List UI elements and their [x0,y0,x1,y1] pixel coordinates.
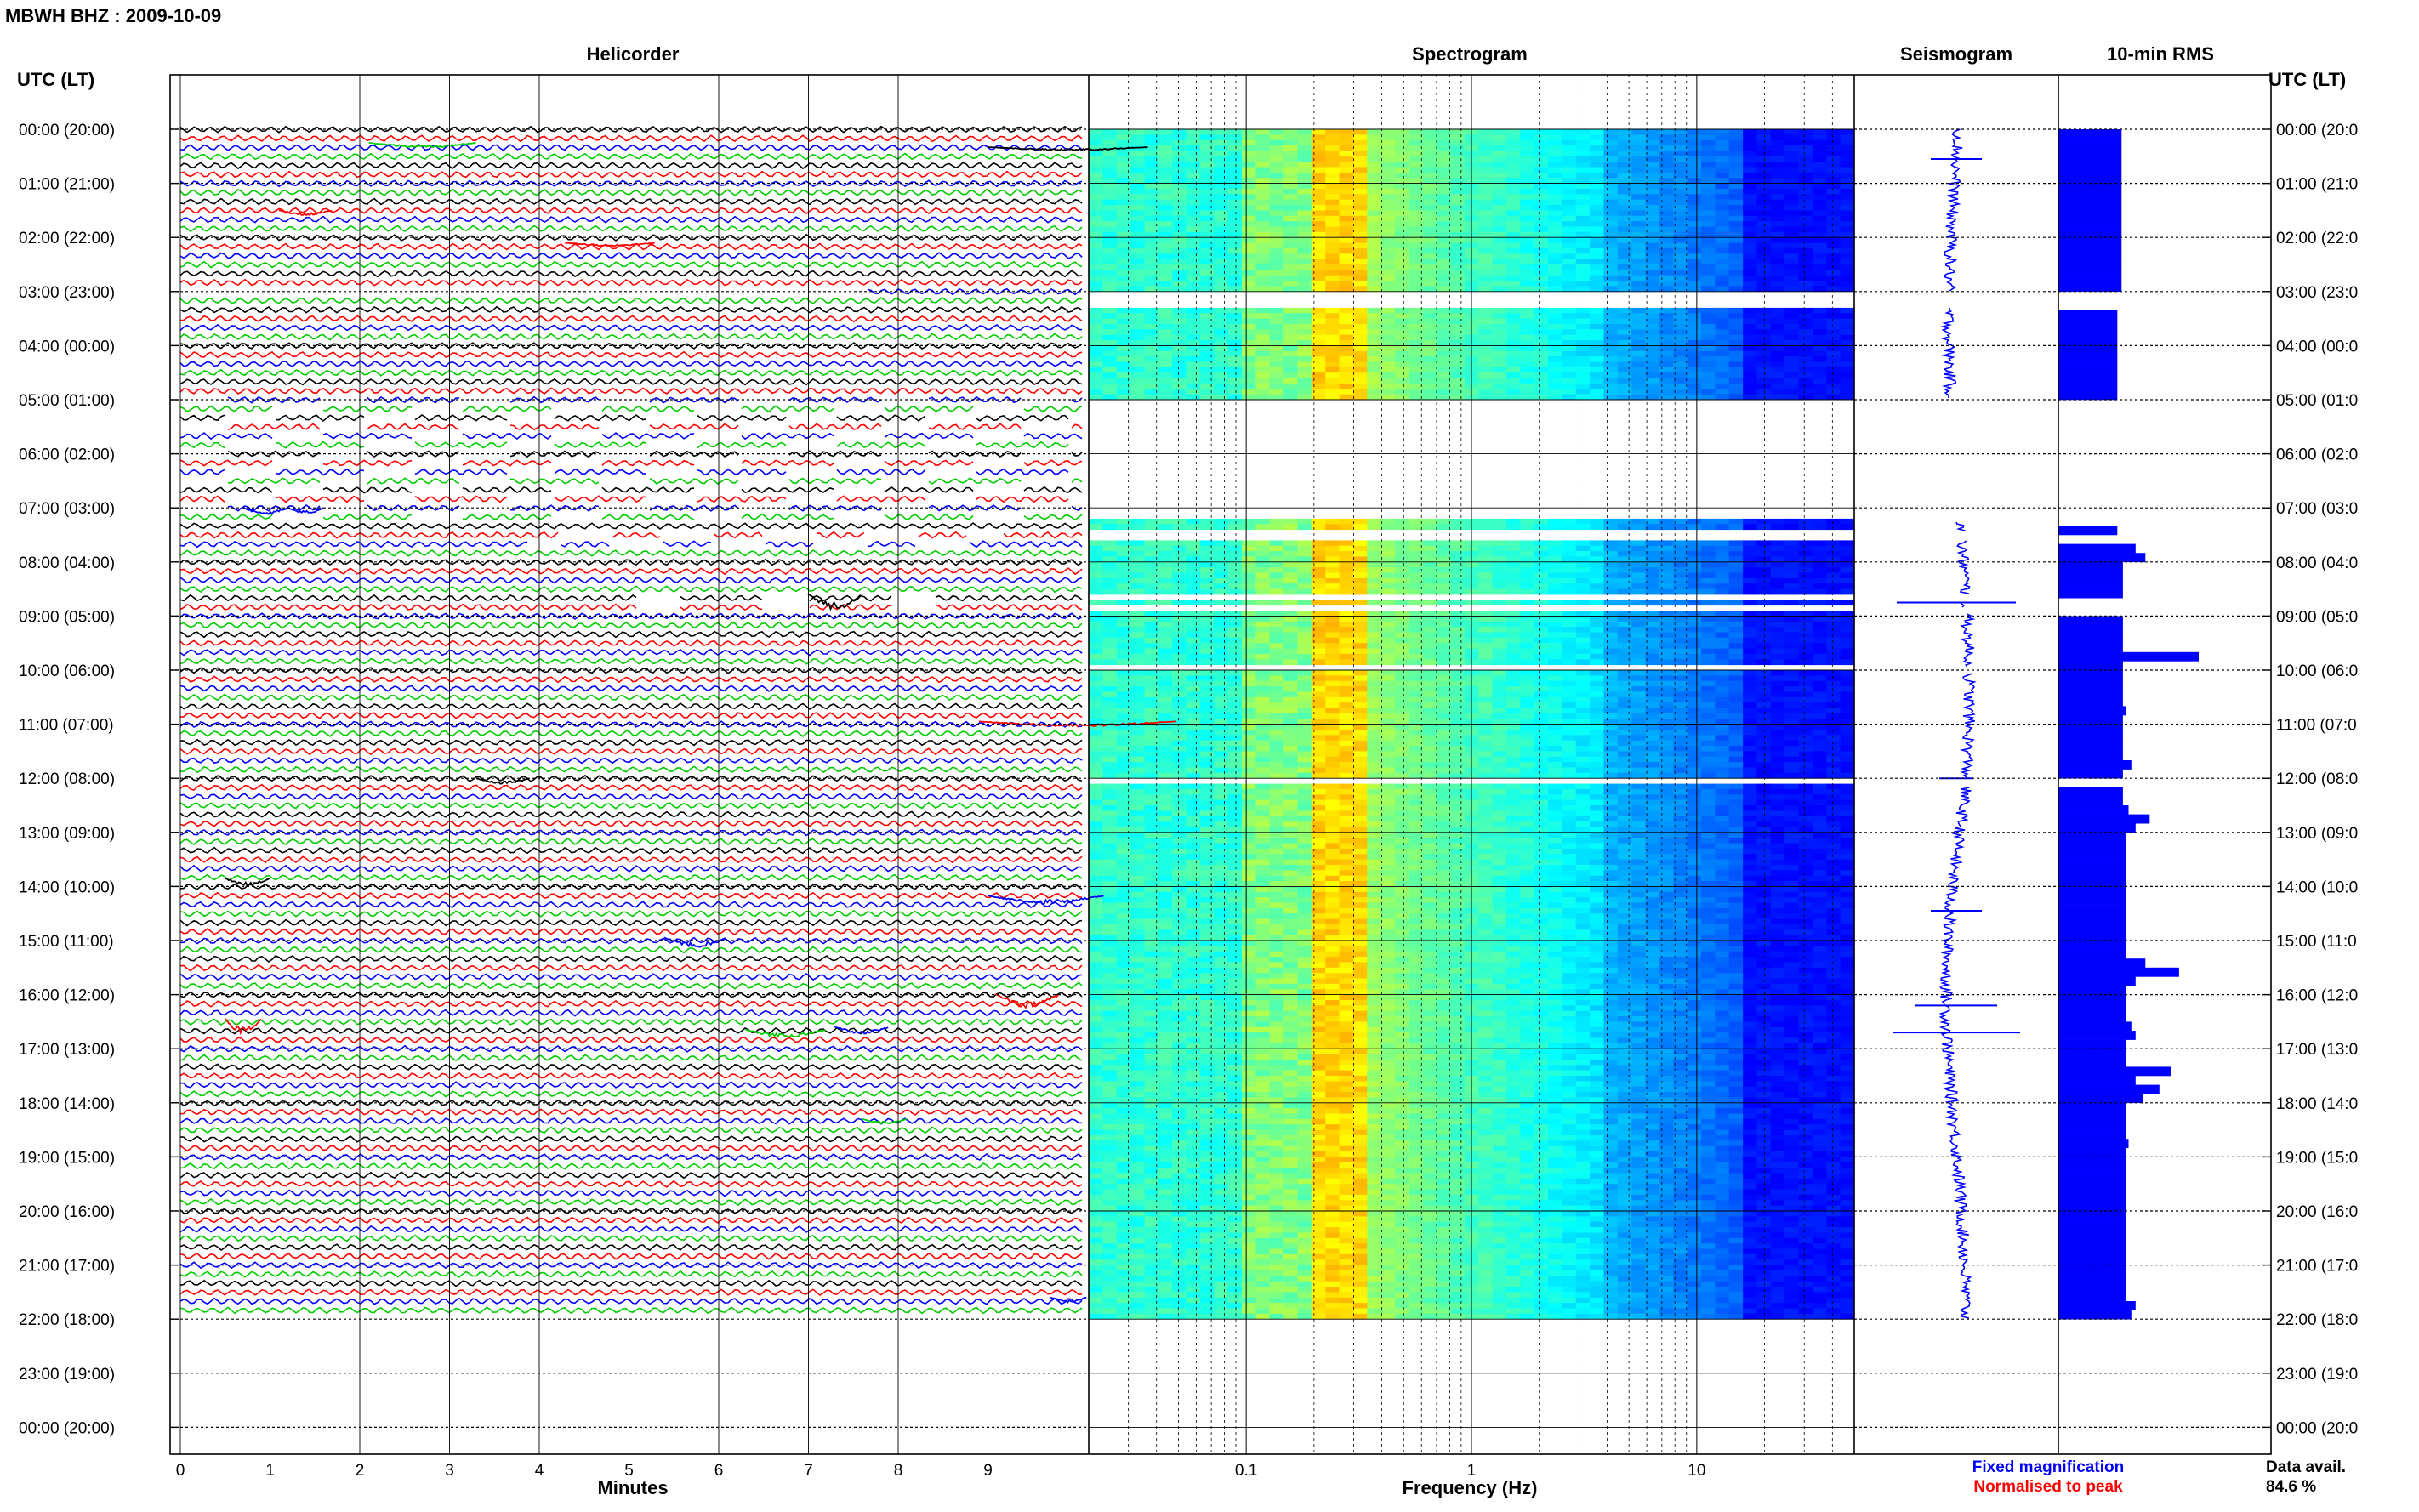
seismogram-trace [1893,128,2020,1319]
hour-label-right: 03:00 (23:0 [2276,284,2358,302]
minute-tick-label: 9 [983,1462,993,1480]
hour-label-right: 22:00 (18:0 [2276,1311,2358,1329]
spectrogram-image [1089,129,1855,1320]
hour-label-right: 19:00 (15:0 [2276,1149,2358,1167]
minute-tick-label: 2 [356,1462,365,1480]
hour-label-right: 20:00 (16:0 [2276,1203,2358,1221]
hour-label-right: 00:00 (20:0 [2276,122,2358,139]
hour-label-left: 08:00 (04:00) [19,554,115,572]
minute-tick-label: 0 [176,1462,185,1480]
hour-label-right: 23:00 (19:0 [2276,1366,2358,1384]
minute-tick-label: 5 [624,1462,634,1480]
minute-tick-label: 8 [894,1462,903,1480]
hour-label-left: 04:00 (00:00) [19,338,115,355]
minute-tick-label: 7 [804,1462,813,1480]
hour-label-right: 08:00 (04:0 [2276,554,2358,572]
helicorder-traces [179,125,1177,1315]
minute-tick-label: 4 [535,1462,544,1480]
hour-label-left: 23:00 (19:00) [19,1366,115,1384]
hour-label-left: 00:00 (20:00) [19,1419,115,1437]
hour-label-right: 14:00 (10:0 [2276,878,2358,896]
hour-label-left: 03:00 (23:00) [19,284,115,302]
hour-label-right: 11:00 (07:0 [2276,717,2357,735]
rms-title: 10-min RMS [2107,43,2214,65]
figure-title: MBWH BHZ : 2009-10-09 [5,5,221,26]
hour-label-right: 10:00 (06:0 [2276,662,2358,680]
hour-label-left: 02:00 (22:00) [19,230,115,247]
minute-tick-label: 3 [445,1462,454,1480]
tick-labels: 00:00 (20:00) 01:00 (21:00) 02:00 (22:00) 0… [19,122,2358,1480]
legend-normalised: Normalised to peak [1973,1478,2123,1496]
hour-label-left: 13:00 (09:00) [19,825,115,843]
hour-label-right: 02:00 (22:0 [2276,230,2358,247]
spectrogram-title: Spectrogram [1412,43,1528,65]
hour-label-right: 06:00 (02:0 [2276,446,2358,464]
legend-fixed: Fixed magnification [1972,1458,2124,1476]
seismogram-title: Seismogram [1900,43,2012,65]
hour-label-left: 16:00 (12:00) [19,987,115,1005]
hour-label-left: 17:00 (13:00) [19,1041,115,1059]
spectrogram-xlabel: Frequency (Hz) [1403,1477,1538,1498]
hour-label-right: 05:00 (01:0 [2276,392,2358,410]
frequency-tick-label: 10 [1688,1462,1705,1480]
frequency-tick-label: 0.1 [1235,1462,1257,1480]
helicorder-title: Helicorder [587,43,680,65]
data-avail-label: Data avail. [2266,1458,2346,1476]
axes [169,74,2272,1455]
rms-bars [2058,129,2199,1320]
minute-tick-label: 6 [714,1462,724,1480]
minute-tick-label: 1 [265,1462,275,1480]
hour-label-left: 14:00 (10:00) [19,878,115,896]
hour-label-right: 12:00 (08:0 [2276,770,2358,788]
hour-label-left: 00:00 (20:00) [19,122,115,139]
hour-label-right: 09:00 (05:0 [2276,608,2358,626]
grid-lines [170,75,2271,1454]
hour-label-left: 01:00 (21:00) [19,176,115,194]
hour-label-left: 21:00 (17:00) [19,1258,115,1276]
hour-label-right: 00:00 (20:0 [2276,1419,2358,1437]
hour-label-right: 21:00 (17:0 [2276,1258,2358,1276]
hour-label-left: 12:00 (08:00) [19,770,115,788]
helicorder-xlabel: Minutes [597,1477,668,1498]
hour-label-right: 04:00 (00:0 [2276,338,2358,355]
hour-label-left: 05:00 (01:00) [19,392,115,410]
hour-label-left: 10:00 (06:00) [19,662,115,680]
data-avail-value: 84.6 % [2266,1478,2316,1496]
hour-label-right: 15:00 (11:0 [2276,933,2357,951]
right-axis-title: UTC (LT) [2268,69,2346,90]
hour-label-right: 13:00 (09:0 [2276,825,2358,843]
hour-label-left: 09:00 (05:00) [19,608,115,626]
hour-label-right: 18:00 (14:0 [2276,1095,2358,1113]
hour-label-left: 19:00 (15:00) [19,1149,115,1167]
hour-label-right: 16:00 (12:0 [2276,987,2358,1005]
hour-label-left: 06:00 (02:00) [19,446,115,464]
frequency-tick-label: 1 [1467,1462,1477,1480]
hour-label-right: 07:00 (03:0 [2276,500,2358,518]
hour-label-left: 11:00 (07:00) [19,717,114,735]
hour-label-right: 17:00 (13:0 [2276,1041,2358,1059]
hour-label-right: 01:00 (21:0 [2276,176,2358,194]
hour-label-left: 18:00 (14:00) [19,1095,115,1113]
hour-label-left: 15:00 (11:00) [19,933,114,951]
hour-label-left: 07:00 (03:00) [19,500,115,518]
left-axis-title: UTC (LT) [17,69,94,90]
hour-label-left: 22:00 (18:00) [19,1311,115,1329]
hour-label-left: 20:00 (16:00) [19,1203,115,1221]
